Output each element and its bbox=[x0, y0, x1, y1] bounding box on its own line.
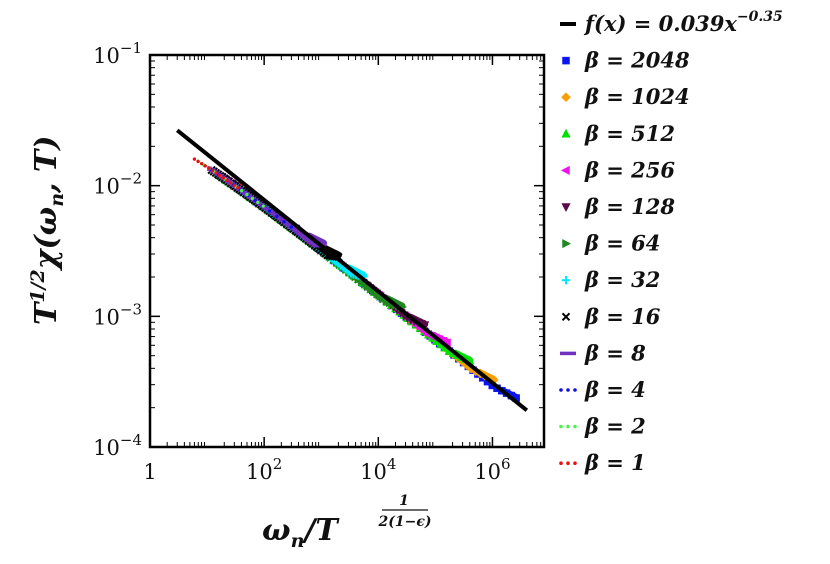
legend-item-fit: f(x) = 0.039x−0.35 bbox=[560, 9, 783, 36]
y-label-chi: χ(ω bbox=[29, 207, 64, 272]
y-tick-label: 10−2 bbox=[93, 170, 142, 199]
ticks-layer bbox=[149, 54, 545, 448]
legend-item: β = 256 bbox=[560, 157, 675, 182]
x-axis-label: ωn/T 1 2(1−ϵ) bbox=[262, 493, 432, 552]
svg-text:T1/2χ(ωn, T): T1/2χ(ωn, T) bbox=[27, 136, 68, 325]
y-axis-label: T1/2χ(ωn, T) bbox=[27, 136, 68, 325]
svg-text:ωn/T: ωn/T bbox=[262, 513, 340, 552]
legend-item: β = 2048 bbox=[562, 48, 690, 73]
legend-item: β = 512 bbox=[561, 121, 675, 146]
y-tick-label: 10−4 bbox=[93, 431, 142, 460]
svg-text:β = 16: β = 16 bbox=[584, 304, 661, 329]
svg-text:β = 128: β = 128 bbox=[584, 194, 675, 219]
x-label-slash: /T bbox=[301, 513, 340, 548]
svg-text:β = 1024: β = 1024 bbox=[584, 84, 690, 109]
svg-text:β = 512: β = 512 bbox=[584, 121, 675, 146]
legend-item: β = 1 bbox=[559, 450, 646, 475]
legend-item: β = 128 bbox=[561, 194, 675, 219]
svg-text:β = 2: β = 2 bbox=[584, 414, 646, 439]
tick-labels: 1 102 104 106 10−4 10−3 10−2 10−1 bbox=[93, 39, 510, 484]
x-tick-label: 1 bbox=[143, 460, 156, 484]
svg-text:f(x) = 0.039x−0.35: f(x) = 0.039x−0.35 bbox=[583, 9, 783, 36]
svg-text:β = 1: β = 1 bbox=[584, 450, 646, 475]
fit-layer bbox=[175, 128, 529, 412]
legend-item: β = 1024 bbox=[561, 84, 690, 109]
svg-text:β = 256: β = 256 bbox=[584, 157, 675, 182]
svg-text:β = 2048: β = 2048 bbox=[584, 48, 690, 73]
fit-line bbox=[175, 128, 529, 412]
x-label-omega: ω bbox=[262, 513, 291, 548]
series-1 bbox=[192, 157, 244, 190]
x-label-sub: n bbox=[291, 530, 305, 552]
svg-text:β = 64: β = 64 bbox=[584, 231, 660, 256]
x-tick-label: 102 bbox=[246, 455, 282, 484]
x-tick-label: 104 bbox=[360, 455, 396, 484]
svg-text:β = 4: β = 4 bbox=[584, 377, 646, 402]
legend-item: β = 64 bbox=[562, 231, 660, 256]
legend-item: β = 2 bbox=[559, 414, 646, 439]
y-label-exp: 1/2 bbox=[27, 269, 49, 302]
x-tick-label: 106 bbox=[474, 455, 510, 484]
plot-frame bbox=[148, 53, 546, 449]
legend: f(x) = 0.039x−0.35 β = 2048 β = 1024 β = 51… bbox=[559, 9, 783, 475]
svg-text:β = 8: β = 8 bbox=[584, 340, 646, 365]
x-label-frac-num: 1 bbox=[399, 493, 409, 509]
legend-item: β = 16 bbox=[561, 304, 661, 329]
legend-item: β = 32 bbox=[561, 267, 660, 292]
legend-item: β = 4 bbox=[559, 377, 646, 402]
y-label-tail: , T) bbox=[29, 136, 64, 194]
y-label-sub: n bbox=[46, 193, 68, 207]
y-label-T: T bbox=[29, 300, 64, 325]
y-tick-label: 10−1 bbox=[93, 39, 142, 68]
svg-text:β = 32: β = 32 bbox=[584, 267, 660, 292]
y-tick-label: 10−3 bbox=[93, 300, 142, 329]
x-label-frac-den: 2(1−ϵ) bbox=[378, 514, 432, 530]
data-layer bbox=[192, 157, 520, 402]
legend-item: β = 8 bbox=[560, 340, 646, 365]
